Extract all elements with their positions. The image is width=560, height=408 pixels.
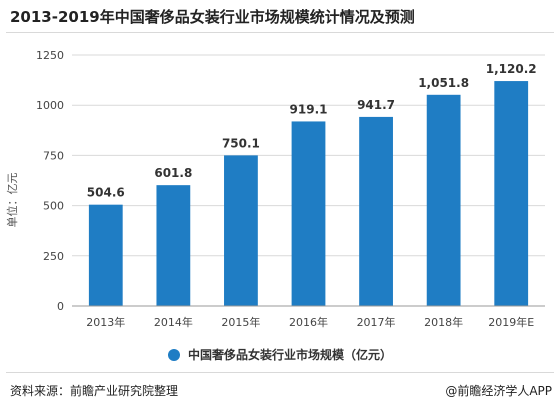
value-label: 750.1 [222, 136, 260, 150]
x-tick-label: 2014年 [154, 315, 193, 329]
value-label: 941.7 [357, 98, 395, 112]
value-label: 1,120.2 [486, 62, 537, 76]
legend: 中国奢侈品女装行业市场规模（亿元） [0, 346, 560, 363]
y-tick-label: 500 [43, 200, 64, 213]
x-tick-labels: 2013年 2014年 2015年 2016年 2017年 2018年 2019年E [86, 315, 534, 329]
legend-marker [167, 348, 180, 361]
bars [88, 81, 529, 307]
bar-3 [291, 121, 326, 306]
credit-note: @前瞻经济学人APP [445, 384, 552, 398]
x-tick-label: 2015年 [221, 315, 260, 329]
x-tick-label: 2019年E [488, 315, 534, 329]
y-tick-label: 1000 [36, 99, 64, 112]
bar-6 [494, 81, 529, 306]
x-tick-label: 2018年 [424, 315, 463, 329]
x-tick-label: 2013年 [86, 315, 125, 329]
bar-4 [359, 116, 393, 306]
value-label: 504.6 [87, 186, 125, 200]
y-tick-label: 0 [57, 300, 64, 313]
y-tick-labels: 0 250 500 750 1000 1250 [36, 49, 64, 313]
y-tick-label: 750 [43, 149, 64, 162]
y-tick-label: 1250 [36, 49, 64, 62]
value-label: 1,051.8 [418, 76, 469, 90]
y-tick-label: 250 [43, 250, 64, 263]
x-tick-label: 2017年 [357, 315, 396, 329]
value-label: 919.1 [290, 102, 328, 116]
bar-1 [156, 185, 191, 306]
footer-divider [6, 372, 554, 373]
bar-5 [426, 94, 461, 307]
chart-title: 2013-2019年中国奢侈品女装行业市场规模统计情况及预测 [10, 8, 415, 26]
legend-label: 中国奢侈品女装行业市场规模（亿元） [187, 348, 392, 362]
title-divider [6, 32, 554, 33]
source-note: 资料来源：前瞻产业研究院整理 [10, 384, 179, 398]
value-labels: 504.6 601.8 750.1 919.1 941.7 1,051.8 1,120.2 [87, 62, 537, 200]
x-tick-label: 2016年 [289, 315, 328, 329]
value-label: 601.8 [154, 166, 192, 180]
bar-0 [88, 204, 123, 306]
bar-2 [224, 155, 258, 306]
